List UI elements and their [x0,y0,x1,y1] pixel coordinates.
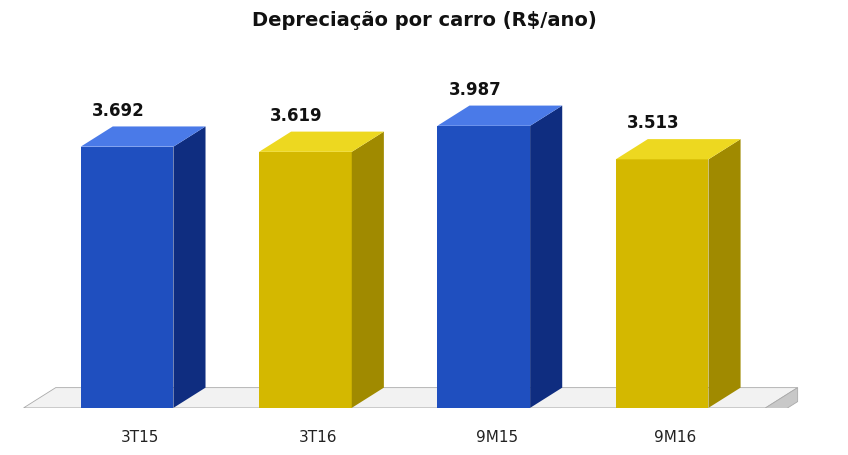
Polygon shape [259,152,352,408]
Text: 9M16: 9M16 [654,430,696,445]
Polygon shape [81,126,205,147]
Polygon shape [616,139,740,159]
Polygon shape [352,131,384,408]
Polygon shape [616,159,708,408]
Polygon shape [259,131,384,152]
Polygon shape [438,126,530,408]
Title: Depreciação por carro (R$/ano): Depreciação por carro (R$/ano) [252,11,596,30]
Text: 3.619: 3.619 [271,107,323,125]
Polygon shape [708,139,740,408]
Text: 3.987: 3.987 [449,81,501,99]
Polygon shape [530,106,562,408]
Polygon shape [24,388,798,408]
Text: 3.513: 3.513 [627,115,679,132]
Text: 9M15: 9M15 [476,430,517,445]
Text: 3T16: 3T16 [299,430,338,445]
Text: 3.692: 3.692 [92,102,145,120]
Text: 3T15: 3T15 [120,430,159,445]
Polygon shape [81,147,173,408]
Polygon shape [24,408,766,422]
Polygon shape [766,388,798,422]
Polygon shape [173,126,205,408]
Polygon shape [438,106,562,126]
